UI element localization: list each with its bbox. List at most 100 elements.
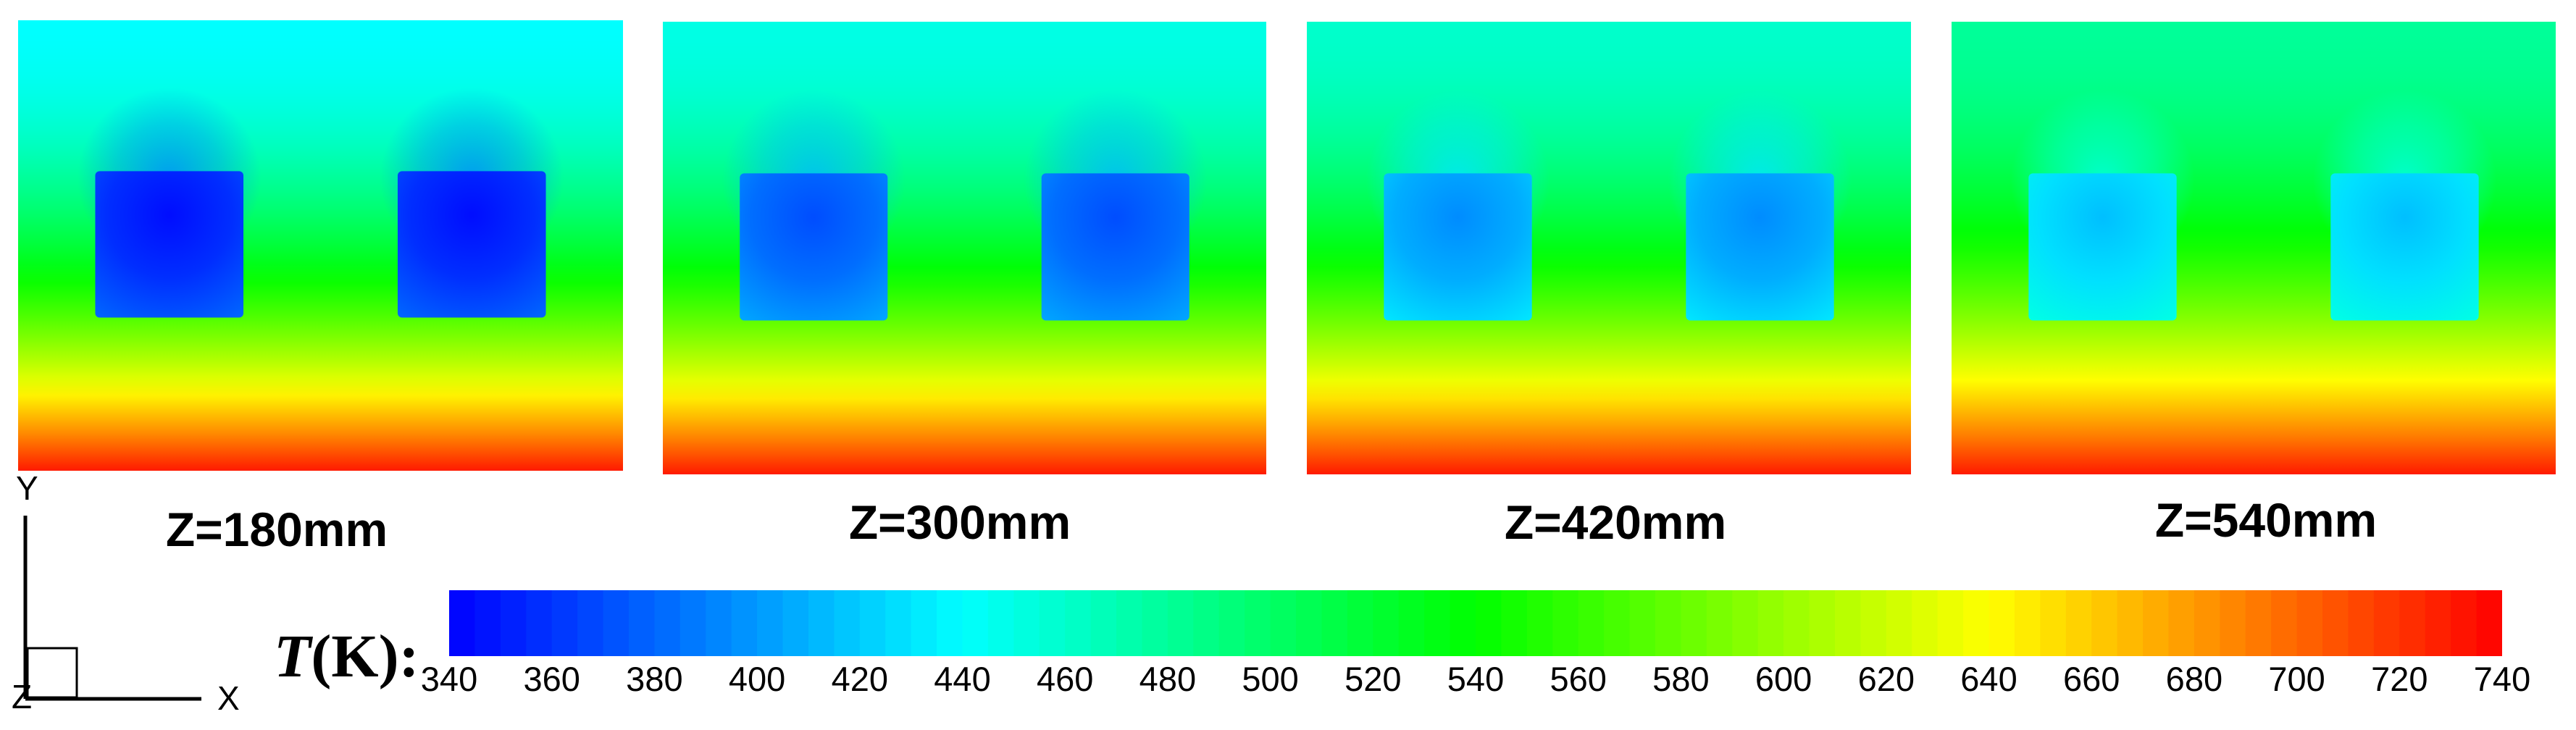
colorbar-band xyxy=(2322,590,2349,656)
colorbar-tick-label: 740 xyxy=(2473,660,2531,698)
colorbar-band xyxy=(2014,590,2041,656)
colorbar-band xyxy=(1373,590,1400,656)
colorbar-tick-label: 640 xyxy=(1960,660,2017,698)
colorbar-band xyxy=(2399,590,2426,656)
colorbar-band xyxy=(1039,590,1066,656)
colorbar-band xyxy=(1886,590,1912,656)
colorbar-tick-label: 700 xyxy=(2268,660,2325,698)
colorbar-band xyxy=(1450,590,1476,656)
colorbar-title-symbol: T xyxy=(274,623,311,690)
colorbar-band xyxy=(2451,590,2477,656)
colorbar-band xyxy=(1501,590,1528,656)
colorbar-band xyxy=(1963,590,1990,656)
cooled-block xyxy=(1384,173,1532,321)
colorbar-band xyxy=(526,590,553,656)
contour-panel-2 xyxy=(663,22,1266,474)
colorbar-band xyxy=(1347,590,1373,656)
colorbar-band xyxy=(1655,590,1681,656)
colorbar-tick-label: 500 xyxy=(1242,660,1299,698)
colorbar-band xyxy=(474,590,501,656)
colorbar-band xyxy=(731,590,758,656)
colorbar-band xyxy=(1783,590,1810,656)
colorbar-band xyxy=(1218,590,1245,656)
panel-label-3: Z=420mm xyxy=(1504,495,1727,549)
colorbar-band xyxy=(859,590,886,656)
panel-label-4: Z=540mm xyxy=(2154,493,2378,547)
y-axis-label: Y xyxy=(16,471,38,507)
colorbar-band xyxy=(911,590,937,656)
cooled-block xyxy=(397,171,546,318)
colorbar-band xyxy=(2117,590,2144,656)
contour-field xyxy=(663,22,1266,474)
colorbar-band xyxy=(1604,590,1631,656)
colorbar-band xyxy=(500,590,527,656)
colorbar-band xyxy=(1757,590,1784,656)
colorbar-band xyxy=(1706,590,1733,656)
colorbar-tick-label: 340 xyxy=(420,660,478,698)
colorbar-band xyxy=(2373,590,2400,656)
colorbar-band xyxy=(706,590,732,656)
colorbar-band xyxy=(885,590,912,656)
colorbar-title-unit: (K): xyxy=(311,623,419,690)
colorbar-tick-label: 720 xyxy=(2371,660,2428,698)
colorbar-band xyxy=(1552,590,1579,656)
colorbar xyxy=(449,590,2502,656)
colorbar-band xyxy=(1167,590,1194,656)
colorbar-band xyxy=(1065,590,1092,656)
colorbar-tick-label: 440 xyxy=(934,660,991,698)
colorbar-band xyxy=(1013,590,1040,656)
x-axis-label: X xyxy=(217,679,240,717)
colorbar-band xyxy=(449,590,476,656)
contour-field xyxy=(18,20,623,471)
colorbar-band xyxy=(1937,590,1964,656)
colorbar-band xyxy=(962,590,989,656)
colorbar-band xyxy=(2168,590,2195,656)
colorbar-band xyxy=(782,590,809,656)
colorbar-band xyxy=(1193,590,1220,656)
colorbar-tick-label: 480 xyxy=(1139,660,1197,698)
colorbar-band xyxy=(1526,590,1553,656)
colorbar-tick-label: 420 xyxy=(831,660,889,698)
colorbar-band xyxy=(1116,590,1143,656)
contour-panel-4 xyxy=(1952,22,2556,474)
contour-panel-1 xyxy=(18,20,623,471)
colorbar-band xyxy=(1296,590,1323,656)
colorbar-band xyxy=(1245,590,1271,656)
axis-triad: Y X Z xyxy=(12,471,240,717)
colorbar-band xyxy=(1809,590,1836,656)
colorbar-band xyxy=(1142,590,1168,656)
colorbar-tick-label: 680 xyxy=(2165,660,2223,698)
colorbar-band xyxy=(1629,590,1656,656)
colorbar-ticks: 340 360 380 400 420 440 460 480 500 520 540 560 580 6… xyxy=(0,659,2576,710)
colorbar-band xyxy=(1398,590,1425,656)
colorbar-band xyxy=(1424,590,1451,656)
colorbar-tick-label: 600 xyxy=(1755,660,1812,698)
panel-label-2: Z=300mm xyxy=(848,495,1071,549)
colorbar-band xyxy=(834,590,861,656)
contour-field xyxy=(1307,22,1911,474)
colorbar-tick-label: 400 xyxy=(728,660,786,698)
cooled-block xyxy=(95,171,244,318)
colorbar-band xyxy=(1834,590,1861,656)
colorbar-band xyxy=(1090,590,1117,656)
colorbar-band xyxy=(679,590,706,656)
colorbar-tick-label: 580 xyxy=(1652,660,1710,698)
colorbar-band xyxy=(654,590,681,656)
contour-panel-3 xyxy=(1307,22,1911,474)
colorbar-tick-label: 380 xyxy=(626,660,683,698)
colorbar-band xyxy=(2425,590,2451,656)
cooled-block xyxy=(1686,173,1834,321)
colorbar-title: T(K): xyxy=(274,621,419,692)
colorbar-band xyxy=(2245,590,2272,656)
colorbar-band xyxy=(2143,590,2170,656)
cooled-block xyxy=(2028,173,2177,321)
colorbar-band xyxy=(987,590,1014,656)
colorbar-band xyxy=(757,590,784,656)
colorbar-band xyxy=(1578,590,1605,656)
colorbar-band xyxy=(628,590,655,656)
colorbar-band xyxy=(2271,590,2298,656)
colorbar-tick-label: 360 xyxy=(523,660,580,698)
colorbar-tick-label: 540 xyxy=(1447,660,1505,698)
contour-field xyxy=(1952,22,2556,474)
colorbar-band xyxy=(1476,590,1502,656)
